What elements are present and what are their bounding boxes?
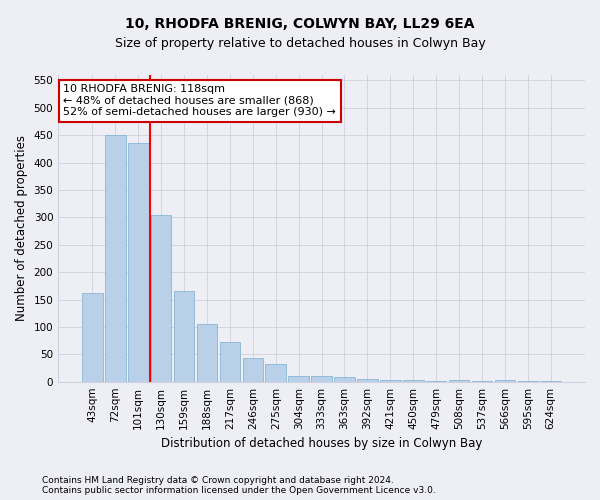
Text: Contains public sector information licensed under the Open Government Licence v3: Contains public sector information licen… <box>42 486 436 495</box>
Y-axis label: Number of detached properties: Number of detached properties <box>15 136 28 322</box>
Text: 10, RHODFA BRENIG, COLWYN BAY, LL29 6EA: 10, RHODFA BRENIG, COLWYN BAY, LL29 6EA <box>125 18 475 32</box>
Bar <box>518 381 538 382</box>
Bar <box>289 376 309 382</box>
X-axis label: Distribution of detached houses by size in Colwyn Bay: Distribution of detached houses by size … <box>161 437 482 450</box>
Bar <box>128 144 149 382</box>
Bar <box>494 380 515 382</box>
Bar <box>151 214 172 382</box>
Bar <box>311 376 332 382</box>
Bar <box>357 379 378 382</box>
Bar <box>265 364 286 382</box>
Bar <box>541 380 561 382</box>
Text: 10 RHODFA BRENIG: 118sqm
← 48% of detached houses are smaller (868)
52% of semi-: 10 RHODFA BRENIG: 118sqm ← 48% of detach… <box>64 84 337 117</box>
Bar <box>82 293 103 382</box>
Bar <box>334 378 355 382</box>
Bar <box>380 380 401 382</box>
Bar <box>242 358 263 382</box>
Bar <box>220 342 240 382</box>
Text: Contains HM Land Registry data © Crown copyright and database right 2024.: Contains HM Land Registry data © Crown c… <box>42 476 394 485</box>
Bar <box>449 380 469 382</box>
Bar <box>472 380 493 382</box>
Text: Size of property relative to detached houses in Colwyn Bay: Size of property relative to detached ho… <box>115 38 485 51</box>
Bar <box>174 292 194 382</box>
Bar <box>403 380 424 382</box>
Bar <box>105 135 125 382</box>
Bar <box>197 324 217 382</box>
Bar <box>426 380 446 382</box>
